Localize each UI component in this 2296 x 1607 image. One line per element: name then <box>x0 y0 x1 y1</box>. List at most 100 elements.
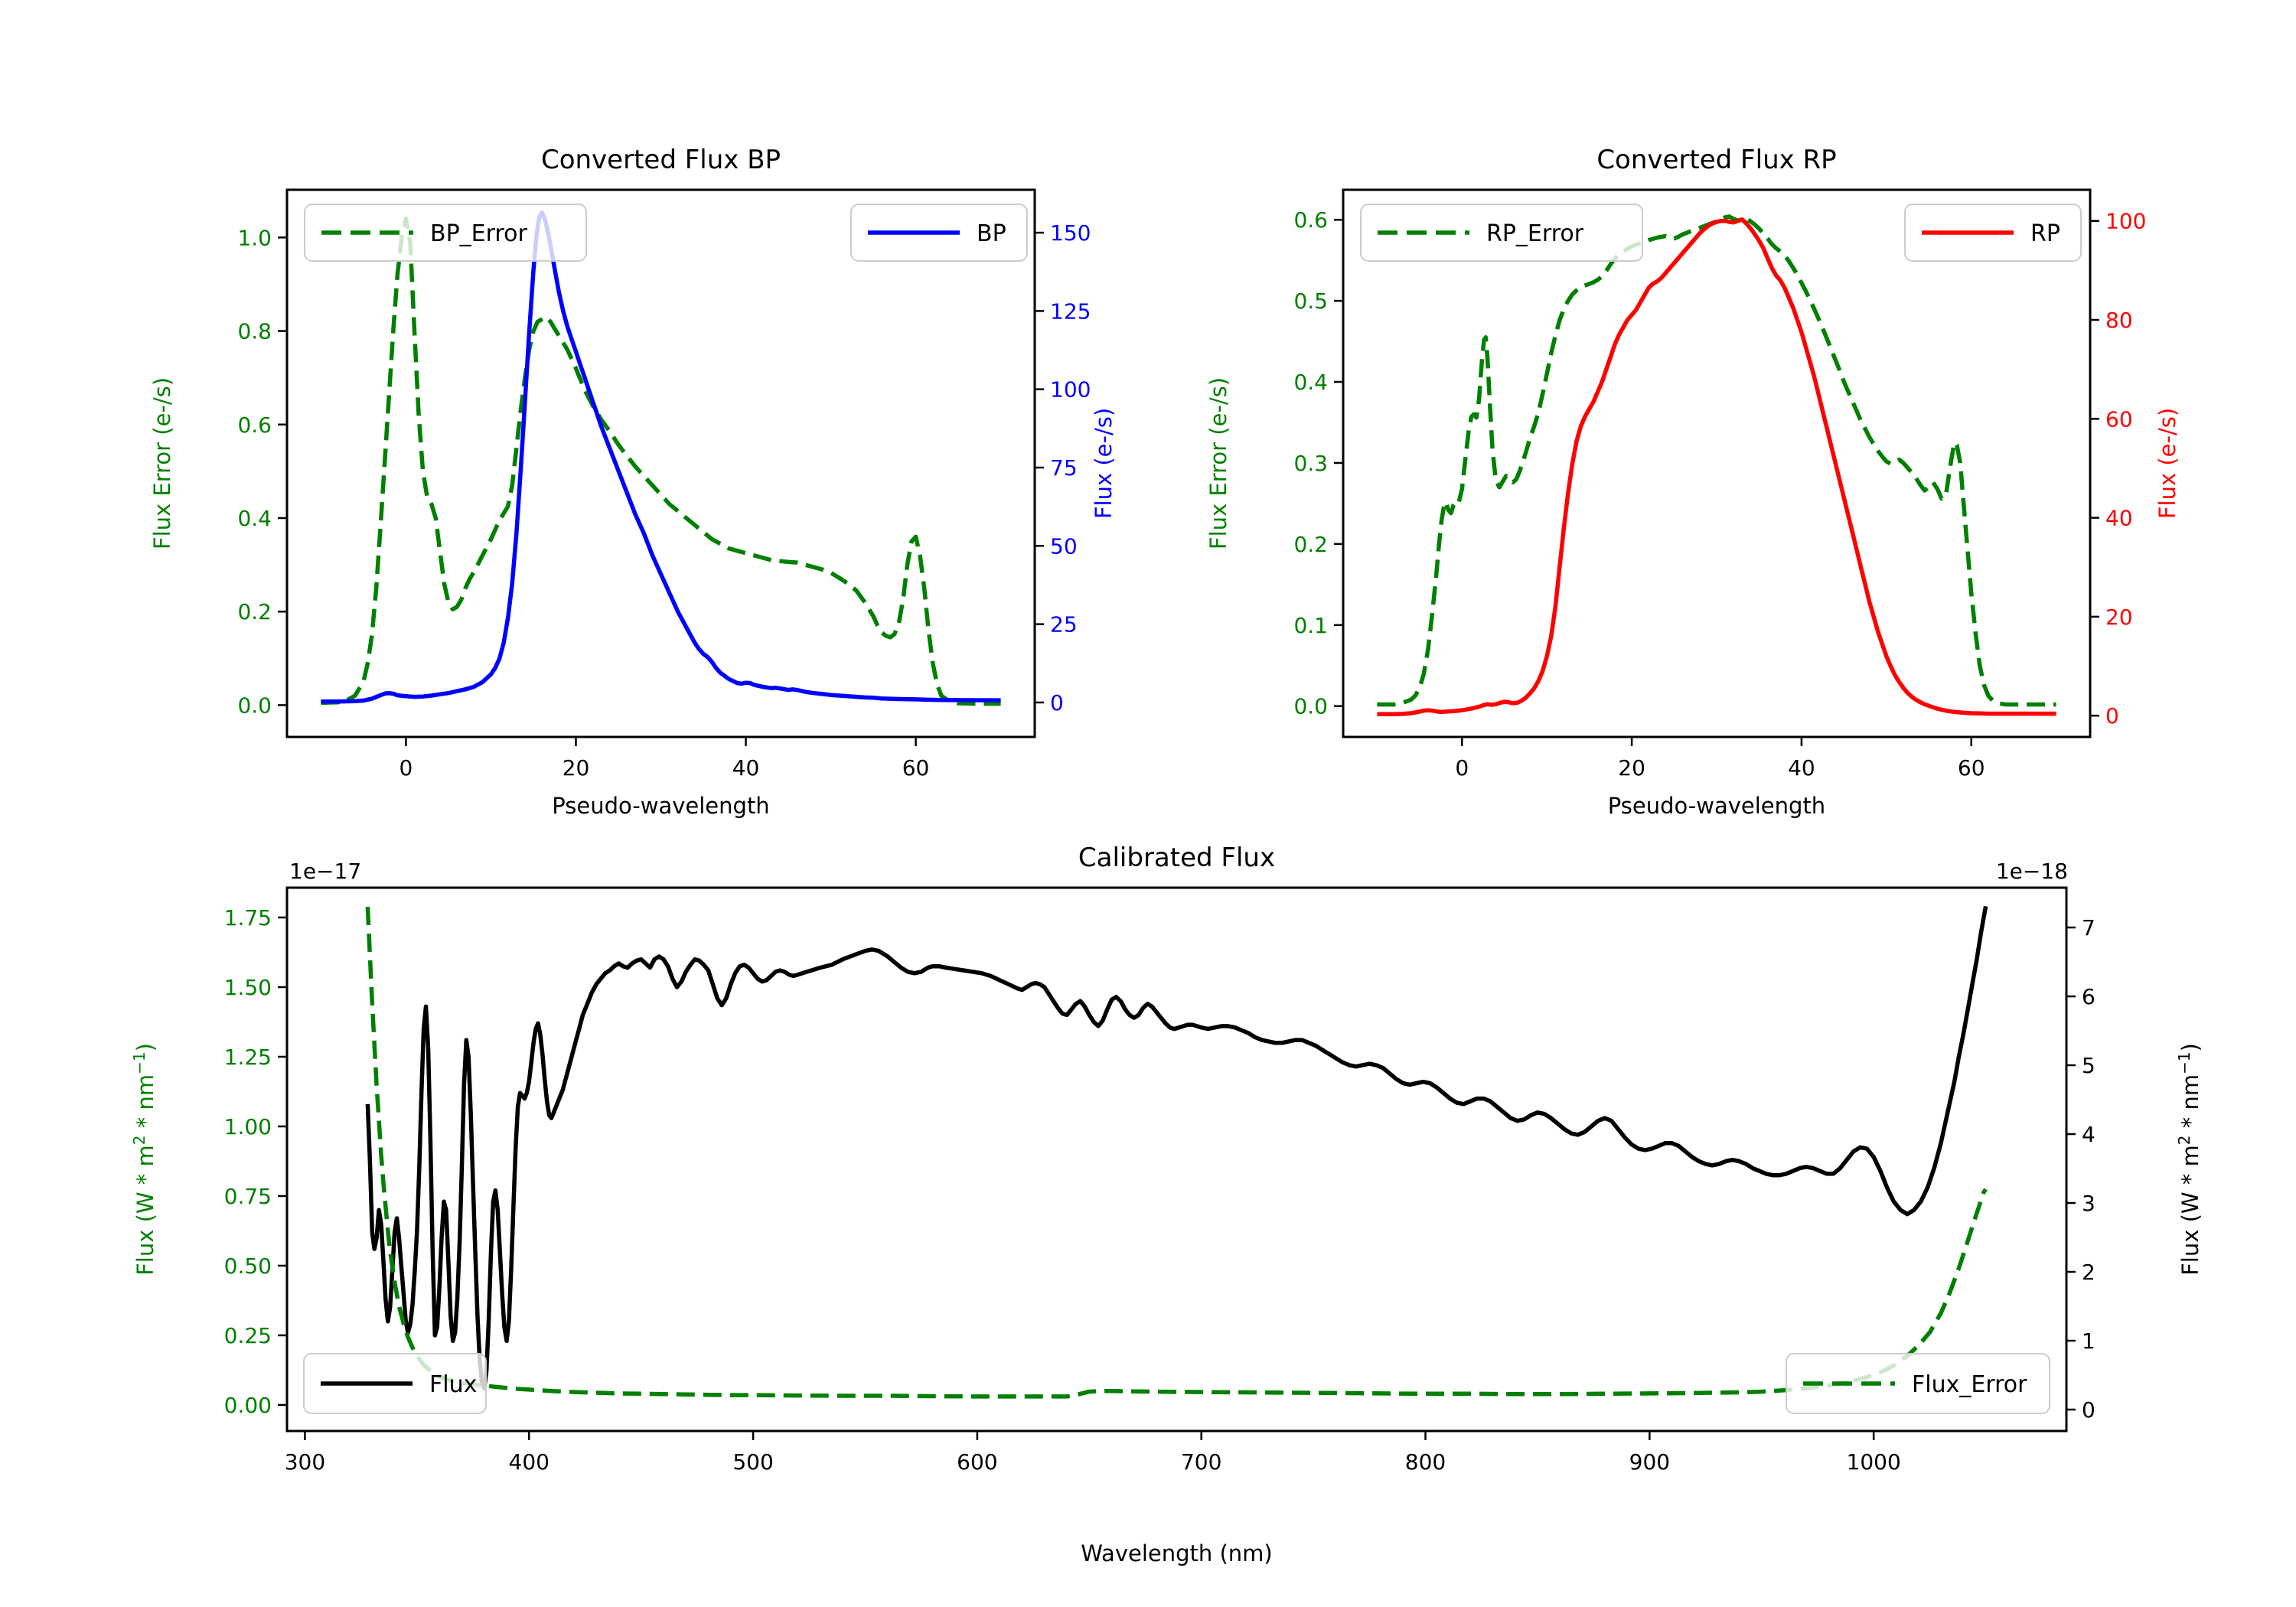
right-y-tick-label: 6 <box>2082 984 2095 1009</box>
right-y-tick-label: 50 <box>1050 533 1078 559</box>
right-y-tick-label: 60 <box>2105 406 2133 432</box>
chart-bp: 0 20 40 60 1.0 0.8 0.6 0.4 0.2 0.0 Flux Error (e-/… <box>149 145 1117 819</box>
right-y-tick-label: 100 <box>2105 209 2146 234</box>
right-y-tick-label: 3 <box>2082 1191 2095 1216</box>
right-y-tick-label: 5 <box>2082 1053 2095 1078</box>
right-y-tick-label: 0 <box>2082 1397 2095 1423</box>
left-y-tick-label: 1.75 <box>224 905 272 931</box>
x-tick-label: 1000 <box>1847 1449 1901 1475</box>
axes-spines <box>285 188 1036 738</box>
x-tick-label: 600 <box>957 1449 997 1475</box>
right-y-tick-label: 2 <box>2082 1260 2095 1285</box>
x-axis-label: Pseudo-wavelength <box>552 793 769 819</box>
x-tick-label: 700 <box>1181 1449 1221 1475</box>
left-y-tick-label: 0.2 <box>1293 532 1328 557</box>
left-y-tick-label: 0.4 <box>237 506 272 531</box>
legend-box <box>1786 1353 2050 1414</box>
left-y-tick-label: 0.50 <box>224 1253 272 1279</box>
right-y-tick-label: 125 <box>1050 298 1091 324</box>
legend-label: RP <box>2030 220 2060 247</box>
legend-RP: RP <box>1904 204 2082 262</box>
right-y-tick-label: 25 <box>1050 612 1078 637</box>
left-y-tick-label: 0.8 <box>237 319 272 344</box>
legend-label: RP_Error <box>1486 220 1584 247</box>
legend-label: BP_Error <box>430 220 527 247</box>
right-axis-label: Flux (e-/s) <box>2154 408 2180 519</box>
x-tick-label: 40 <box>732 755 760 781</box>
left-y-tick-label: 0.0 <box>237 693 272 718</box>
series-RP_Error <box>1377 214 2056 707</box>
left-y-tick-label: 1.00 <box>224 1114 272 1139</box>
left-y-tick-label: 0.1 <box>1293 613 1328 638</box>
series-RP <box>1377 217 2056 717</box>
right-axis-label: Flux (e-/s) <box>1091 408 1117 519</box>
right-y-tick-label: 75 <box>1050 455 1078 481</box>
right-y-tick-label: 0 <box>1050 690 1064 715</box>
right-y-tick-label: 80 <box>2105 308 2133 333</box>
left-y-tick-label: 0.2 <box>237 599 272 624</box>
x-tick-label: 400 <box>509 1449 550 1475</box>
left-axis-label: Flux Error (e-/s) <box>1205 377 1231 549</box>
left-offset-text: 1e−17 <box>289 859 361 884</box>
left-y-tick-label: 0.0 <box>1293 694 1328 719</box>
series-BP <box>321 210 1001 704</box>
right-offset-text: 1e−18 <box>1996 859 2068 884</box>
right-y-tick-label: 7 <box>2082 915 2095 940</box>
axes-spines <box>285 886 2068 1433</box>
right-y-tick-label: 4 <box>2082 1122 2095 1147</box>
x-tick-label: 0 <box>1455 755 1469 781</box>
left-y-tick-label: 0.4 <box>1293 370 1328 395</box>
x-tick-label: 40 <box>1788 755 1815 781</box>
chart-rp: 0 20 40 60 0.6 0.5 0.4 0.3 0.2 0.1 0.0 Flux Error (… <box>1205 145 2180 819</box>
right-y-tick-label: 20 <box>2105 605 2133 630</box>
right-y-tick-label: 40 <box>2105 506 2133 531</box>
left-y-tick-label: 1.50 <box>224 975 272 1000</box>
chart-title: Converted Flux BP <box>541 145 781 175</box>
legend-BP_Error: BP_Error <box>304 204 587 262</box>
x-tick-label: 900 <box>1629 1449 1670 1475</box>
chart-title: Calibrated Flux <box>1078 843 1275 873</box>
legend-Flux_Error: Flux_Error <box>1786 1353 2050 1414</box>
x-tick-label: 800 <box>1405 1449 1446 1475</box>
chart-calibrated: 300 400 500 600 700 800 900 1000 1.75 1.50 1.25 1.0… <box>130 843 2203 1566</box>
legend-label: Flux <box>429 1371 477 1398</box>
series-Flux <box>365 905 1988 1390</box>
left-y-tick-label: 0.3 <box>1293 451 1328 476</box>
x-tick-label: 20 <box>1618 755 1645 781</box>
chart-title: Converted Flux RP <box>1596 145 1836 175</box>
left-axis-label: Flux Error (e-/s) <box>149 377 175 549</box>
left-y-tick-label: 1.0 <box>237 225 272 250</box>
x-tick-label: 500 <box>732 1449 773 1475</box>
x-axis-label: Wavelength (nm) <box>1081 1540 1273 1566</box>
legend-box <box>1360 204 1643 262</box>
left-y-tick-label: 0.6 <box>237 412 272 438</box>
legend-box <box>304 204 587 262</box>
left-axis-label: Flux (W * m2 * nm−1) <box>130 1043 158 1276</box>
legend-label: Flux_Error <box>1912 1371 2027 1398</box>
left-y-tick-label: 0.75 <box>224 1184 272 1209</box>
left-y-tick-label: 1.25 <box>224 1045 272 1070</box>
x-tick-label: 60 <box>902 755 930 781</box>
x-tick-label: 300 <box>285 1449 325 1475</box>
right-axis-label: Flux (W * m2 * nm−1) <box>2175 1043 2203 1276</box>
series-BP_Error <box>321 217 1001 706</box>
left-y-tick-label: 0.6 <box>1293 207 1328 233</box>
left-y-tick-label: 0.00 <box>224 1393 272 1418</box>
left-y-tick-label: 0.25 <box>224 1323 272 1348</box>
x-tick-label: 0 <box>400 755 413 781</box>
x-tick-label: 20 <box>563 755 590 781</box>
legend-RP_Error: RP_Error <box>1360 204 1643 262</box>
x-axis-label: Pseudo-wavelength <box>1608 793 1825 819</box>
legend-BP: BP <box>850 204 1028 262</box>
right-y-tick-label: 1 <box>2082 1328 2095 1354</box>
legend-label: BP <box>977 220 1006 247</box>
legend-Flux: Flux <box>303 1353 487 1414</box>
right-y-tick-label: 100 <box>1050 377 1091 403</box>
right-y-tick-label: 150 <box>1050 220 1091 246</box>
x-tick-label: 60 <box>1958 755 1985 781</box>
left-y-tick-label: 0.5 <box>1293 288 1328 314</box>
right-y-tick-label: 0 <box>2105 703 2119 729</box>
